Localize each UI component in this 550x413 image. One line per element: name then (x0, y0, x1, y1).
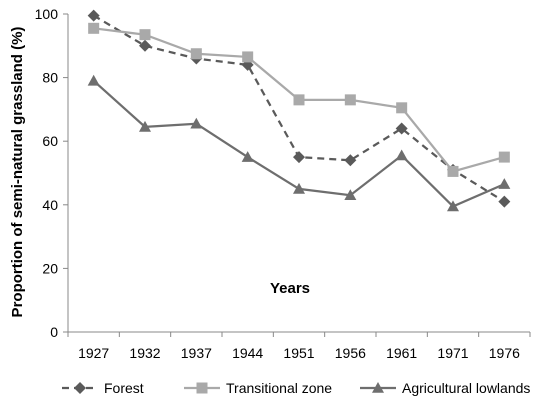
data-point-agricultural-lowlands (447, 200, 459, 212)
x-tick-label: 1937 (181, 345, 212, 361)
data-point-transitional-zone (447, 165, 459, 177)
series-transitional-zone (88, 22, 510, 177)
data-point-transitional-zone (88, 22, 100, 34)
series-agricultural-lowlands (87, 74, 511, 212)
y-tick-label: 100 (35, 6, 59, 22)
data-point-agricultural-lowlands (139, 120, 151, 132)
y-tick-label: 60 (42, 133, 58, 149)
legend-marker (74, 382, 86, 394)
data-point-transitional-zone (139, 29, 151, 41)
legend-label: Transitional zone (226, 380, 332, 396)
y-tick-label: 0 (50, 324, 58, 340)
y-tick-label: 40 (42, 197, 58, 213)
legend-marker (372, 382, 384, 393)
series-layer (87, 9, 511, 212)
axes (63, 13, 531, 337)
data-point-agricultural-lowlands (190, 117, 203, 129)
x-tick-label: 1971 (437, 345, 468, 361)
legend: Forest Transitional zone Agricultural lowl… (62, 380, 530, 396)
data-point-transitional-zone (242, 51, 254, 63)
data-point-forest (498, 195, 511, 208)
x-tick-label: 1951 (283, 345, 314, 361)
data-point-transitional-zone (396, 102, 408, 114)
legend-item-forest: Forest (62, 380, 144, 396)
data-point-agricultural-lowlands (498, 178, 511, 189)
legend-label: Forest (104, 380, 144, 396)
x-tick-label: 1927 (78, 345, 109, 361)
data-point-transitional-zone (293, 94, 305, 106)
data-point-forest (344, 154, 357, 167)
y-axis-title: Proportion of semi-natural grassland (%) (9, 27, 26, 318)
data-point-agricultural-lowlands (241, 151, 254, 162)
legend-item-agricultural-lowlands: Agricultural lowlands (360, 380, 530, 396)
x-tick-label: 1944 (232, 345, 263, 361)
legend-item-transitional-zone: Transitional zone (184, 380, 332, 396)
legend-label: Agricultural lowlands (402, 380, 530, 396)
y-tick-label: 20 (42, 260, 58, 276)
x-tick-label: 1976 (489, 345, 520, 361)
x-tick-label: 1956 (335, 345, 366, 361)
tick-labels: 0 20 40 60 80 100 1927 1932 1937 1944 1951 1956 1961… (35, 6, 520, 361)
data-point-agricultural-lowlands (395, 149, 408, 161)
data-point-transitional-zone (498, 151, 510, 163)
x-tick-label: 1961 (386, 345, 417, 361)
data-point-forest (87, 9, 100, 22)
series-line-forest (93, 14, 505, 203)
y-tick-label: 80 (42, 70, 58, 86)
data-point-agricultural-lowlands (293, 182, 305, 194)
data-point-transitional-zone (190, 48, 202, 60)
data-point-transitional-zone (344, 94, 356, 106)
data-point-forest (293, 151, 305, 164)
data-point-forest (139, 39, 151, 52)
legend-marker (196, 382, 208, 394)
data-point-agricultural-lowlands (344, 189, 357, 201)
data-point-forest (395, 122, 408, 135)
data-point-agricultural-lowlands (87, 74, 100, 86)
x-axis-title: Years (270, 280, 310, 297)
series-forest (87, 9, 511, 208)
x-tick-label: 1932 (129, 345, 160, 361)
